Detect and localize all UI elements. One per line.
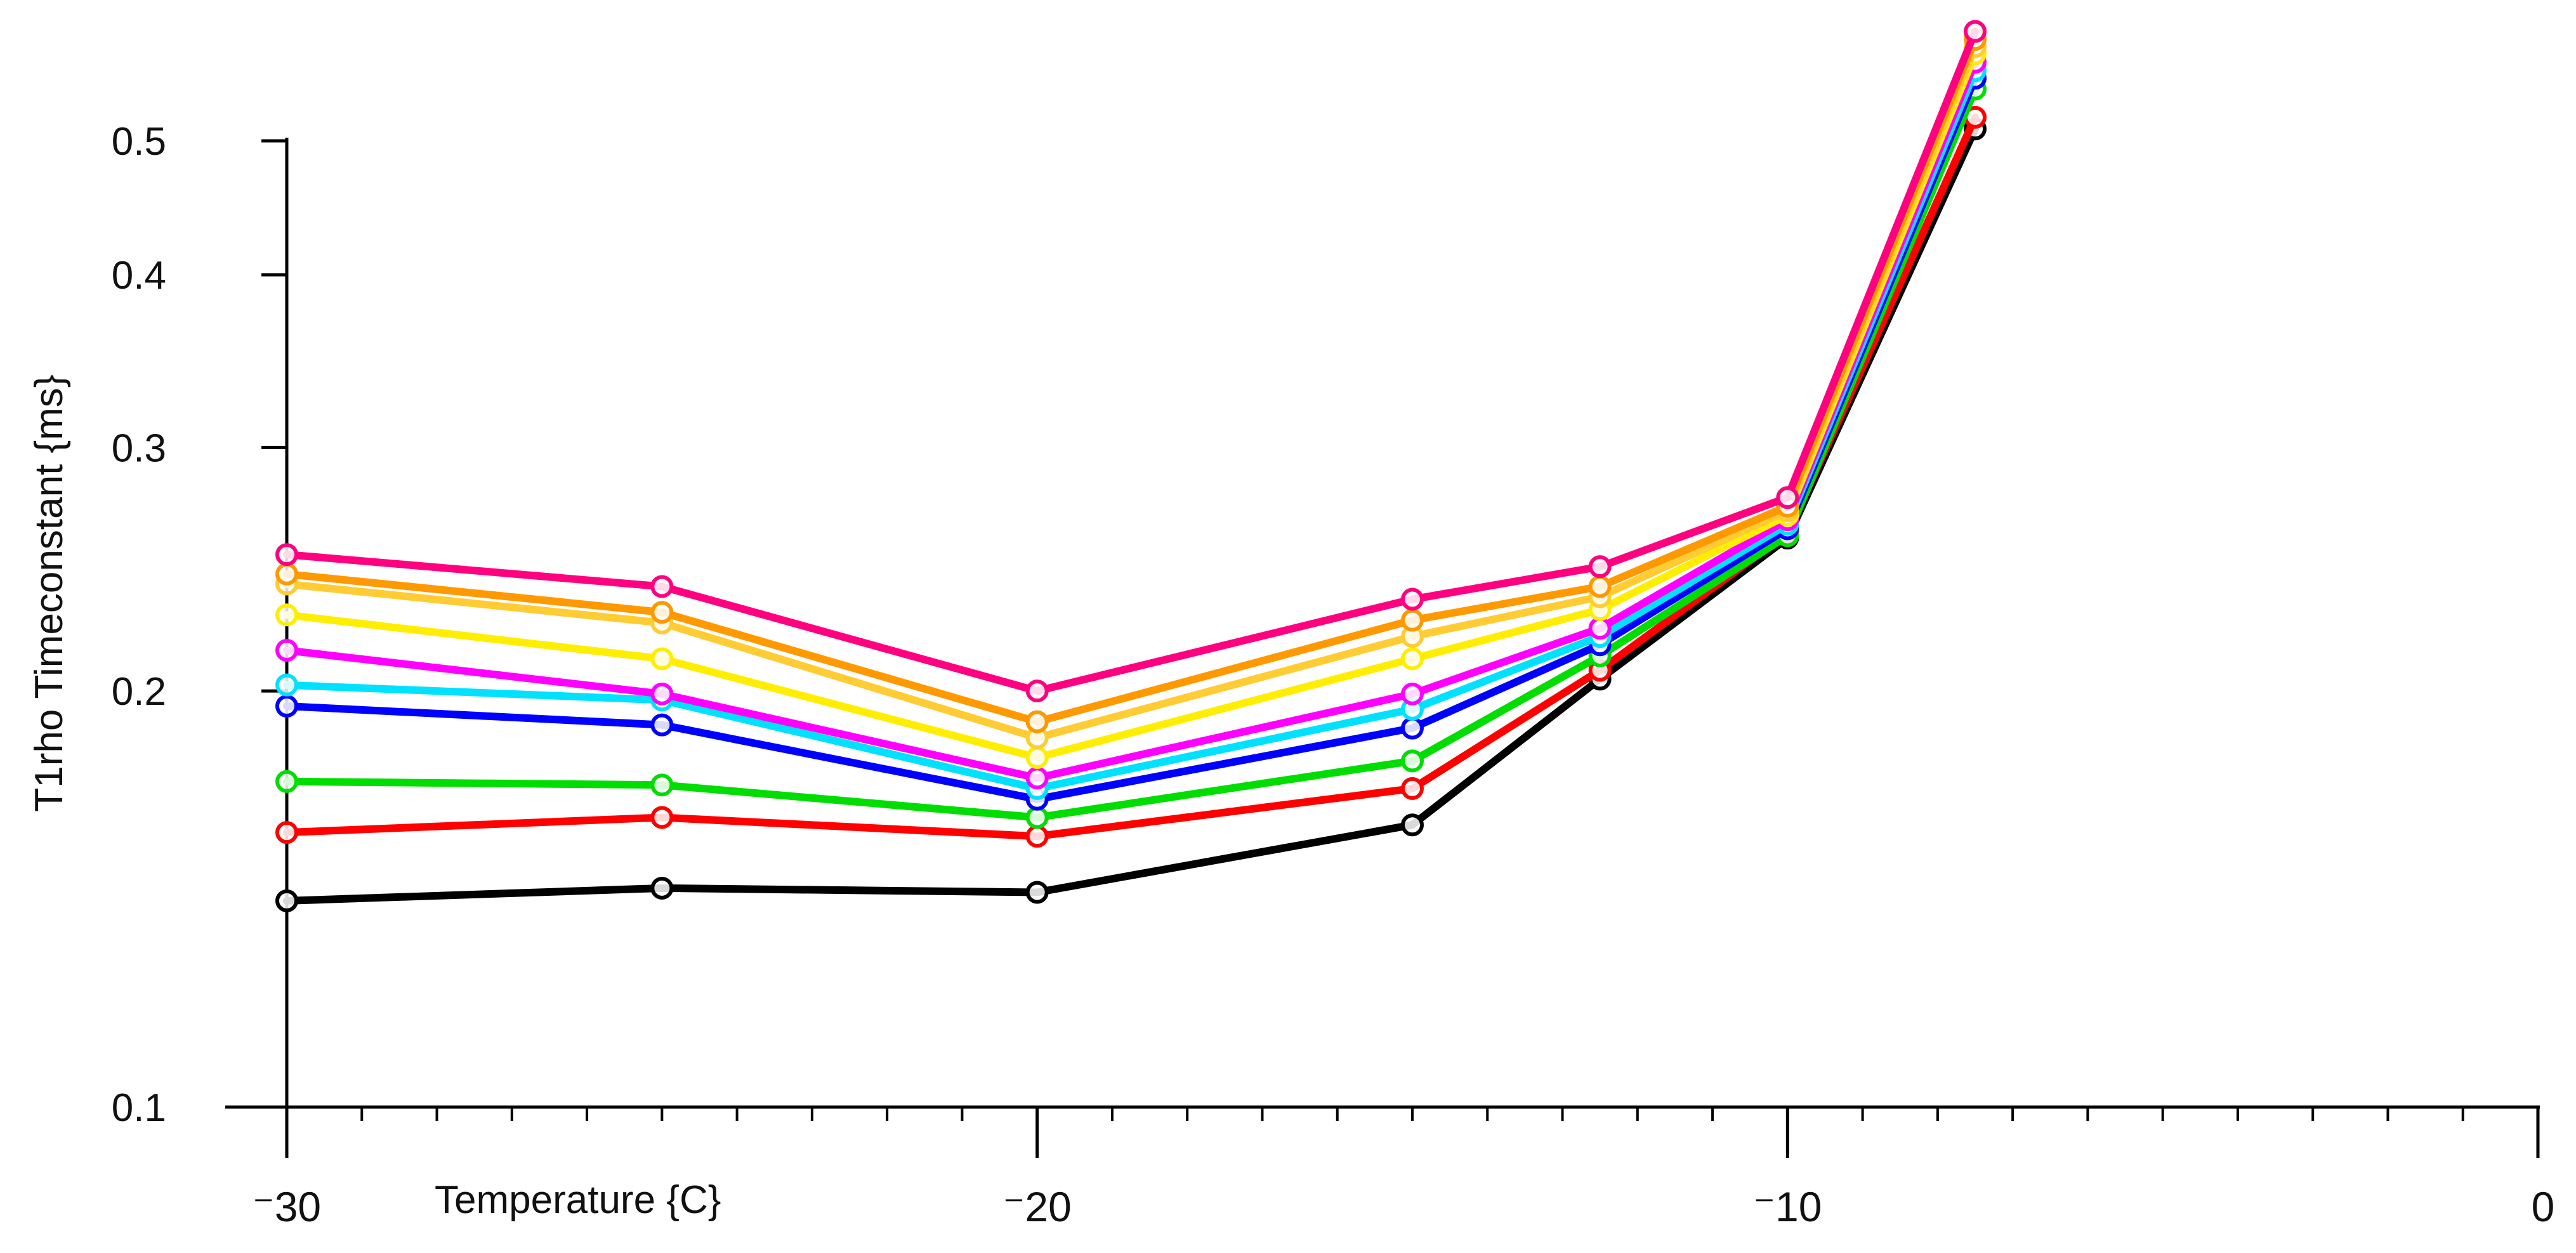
- data-point: [650, 713, 674, 737]
- x-tick-label: ⁻10: [1753, 1183, 1822, 1230]
- series-line: [283, 36, 1979, 726]
- data-point: [1964, 20, 1987, 43]
- data-point: [1401, 813, 1424, 837]
- data-point: [1401, 777, 1424, 800]
- data-point: [1025, 825, 1049, 848]
- data-point: [275, 562, 298, 586]
- x-tick-label: 0: [2532, 1183, 2555, 1230]
- series-group: [275, 20, 1987, 912]
- data-point: [275, 695, 298, 718]
- x-tick-label: ⁻20: [1003, 1183, 1072, 1230]
- series-line: [283, 49, 1979, 762]
- data-point: [275, 603, 298, 627]
- series-5: [275, 59, 1987, 800]
- data-point: [1025, 679, 1049, 703]
- series-1: [275, 117, 1987, 912]
- y-tick-label: 0.5: [112, 120, 166, 164]
- data-point: [1776, 486, 1799, 509]
- data-point: [275, 673, 298, 697]
- data-point: [1401, 749, 1424, 773]
- data-point: [275, 639, 298, 662]
- data-point: [275, 889, 298, 912]
- data-point: [1401, 647, 1424, 671]
- series-line: [283, 113, 1979, 841]
- data-point: [1025, 746, 1049, 770]
- data-point: [275, 770, 298, 793]
- data-point: [650, 806, 674, 829]
- data-point: [1401, 682, 1424, 705]
- x-axis-label: Temperature {C}: [435, 1178, 721, 1222]
- series-line: [283, 43, 1979, 742]
- y-tick-label: 0.3: [112, 426, 166, 470]
- data-point: [650, 575, 674, 598]
- series-10: [275, 20, 1987, 703]
- y-tick-label: 0.4: [112, 254, 166, 298]
- data-point: [1588, 617, 1612, 640]
- data-point: [1025, 806, 1049, 829]
- series-line: [283, 74, 1979, 803]
- data-point: [1025, 881, 1049, 904]
- data-point: [275, 821, 298, 844]
- data-point: [650, 876, 674, 900]
- data-point: [1025, 710, 1049, 733]
- data-point: [1588, 555, 1612, 579]
- y-axis-label: T1rho Timeconstant {ms}: [27, 374, 71, 811]
- y-tick-label: 0.1: [112, 1086, 166, 1130]
- series-9: [275, 28, 1987, 733]
- series-7: [275, 42, 1987, 770]
- series-6: [275, 51, 1987, 790]
- data-point: [1025, 766, 1049, 790]
- data-point: [275, 543, 298, 567]
- data-point: [1588, 575, 1612, 598]
- data-point: [1401, 587, 1424, 611]
- data-point: [1401, 716, 1424, 740]
- x-tick-label: ⁻30: [253, 1183, 321, 1230]
- data-point: [1401, 608, 1424, 632]
- data-point: [650, 682, 674, 705]
- data-point: [650, 773, 674, 797]
- axes: 0.1 0.2 0.3 0.4 0.5 ⁻30 ⁻20 ⁻10 0: [112, 120, 2555, 1230]
- data-point: [650, 601, 674, 624]
- series-line: [283, 85, 1979, 822]
- y-tick-label: 0.2: [112, 670, 166, 714]
- data-point: [650, 647, 674, 671]
